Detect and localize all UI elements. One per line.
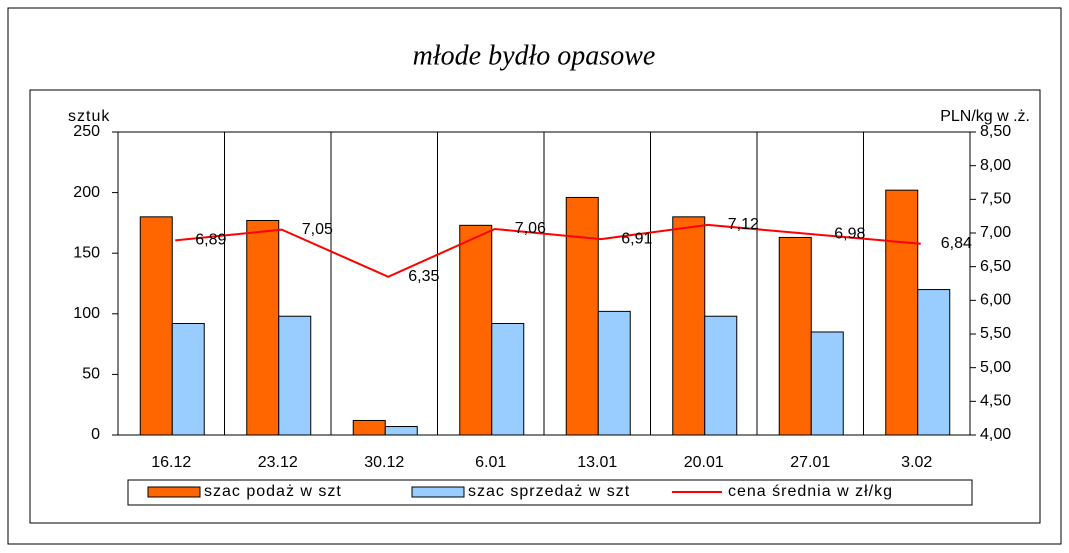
chart-frame: [29, 89, 1041, 524]
y-axis-label: sztuk: [68, 108, 110, 125]
bar: [810, 331, 844, 436]
y-tick-label: 100: [73, 305, 100, 322]
x-tick-label: 13.01: [577, 454, 617, 471]
y2-tick-label: 7,50: [980, 191, 1011, 208]
data-label: 6,89: [195, 232, 226, 249]
y-tick-label: 150: [73, 244, 100, 261]
y2-tick-label: 4,50: [980, 393, 1011, 410]
bar: [171, 322, 205, 436]
y2-tick-label: 6,00: [980, 292, 1011, 309]
x-tick-label: 30.12: [364, 454, 404, 471]
x-tick-label: 23.12: [258, 454, 298, 471]
bar: [917, 289, 951, 436]
y2-tick-label: 8,50: [980, 123, 1011, 140]
bar: [565, 196, 599, 436]
y2-tick-label: 5,50: [980, 325, 1011, 342]
legend-label: cena średnia w zł/kg: [728, 483, 893, 500]
x-tick-label: 16.12: [151, 454, 191, 471]
y2-tick-label: 7,00: [980, 224, 1011, 241]
bar: [459, 224, 493, 436]
data-label: 6,84: [941, 235, 972, 252]
bar: [778, 236, 812, 436]
bar: [597, 310, 631, 436]
y-tick-label: 200: [73, 184, 100, 201]
data-label: 6,91: [621, 230, 652, 247]
line: [175, 223, 921, 278]
legend-label: szac podaż w szt: [204, 483, 342, 500]
y2-tick-label: 6,50: [980, 258, 1011, 275]
y2-tick-label: 5,00: [980, 359, 1011, 376]
data-label: 6,35: [408, 268, 439, 285]
bar: [491, 322, 525, 436]
y-tick-label: 250: [73, 123, 100, 140]
chart-title: młode bydło opasowe: [413, 40, 656, 71]
x-tick-label: 3.02: [901, 454, 932, 471]
bar: [139, 216, 173, 436]
y-tick-label: 0: [91, 426, 100, 443]
legend-label: szac sprzedaż w szt: [468, 483, 630, 500]
bar: [672, 216, 706, 436]
data-label: 6,98: [834, 226, 865, 243]
data-label: 7,12: [728, 216, 759, 233]
legend-swatch: [411, 486, 465, 498]
bar: [885, 189, 919, 436]
y-tick-label: 50: [82, 366, 100, 383]
bar: [704, 315, 738, 436]
x-tick-label: 20.01: [684, 454, 724, 471]
x-tick-label: 27.01: [790, 454, 830, 471]
bar: [384, 426, 418, 436]
legend: [127, 479, 973, 506]
x-tick-label: 6.01: [475, 454, 506, 471]
data-label: 7,05: [302, 221, 333, 238]
bar: [246, 219, 280, 436]
legend-swatch: [147, 486, 201, 498]
bar: [278, 315, 312, 436]
y2-tick-label: 8,00: [980, 157, 1011, 174]
y2-axis-label: PLN/kg w .ż.: [940, 108, 1030, 125]
y2-tick-label: 4,00: [980, 426, 1011, 443]
bar: [352, 419, 386, 436]
data-label: 7,06: [515, 220, 546, 237]
